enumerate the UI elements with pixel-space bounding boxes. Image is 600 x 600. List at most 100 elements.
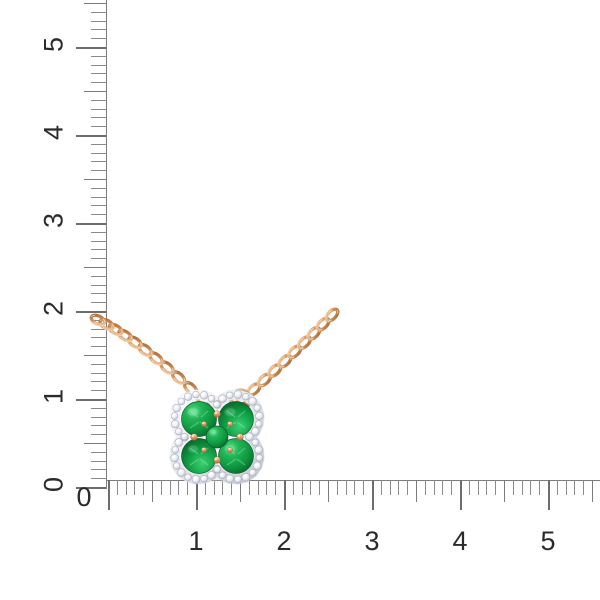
gold-prong (201, 421, 207, 427)
ruler-tick-major (76, 487, 106, 489)
ruler-tick-minor (398, 480, 400, 495)
pave-diamond-sparkle (214, 402, 217, 405)
horizontal-ruler-label-2: 2 (276, 526, 292, 556)
ruler-tick-major (76, 135, 106, 137)
pave-diamond-sparkle (179, 470, 182, 473)
ruler-tick-minor (574, 480, 576, 495)
pave-diamond (192, 390, 200, 399)
ruler-tick-minor (240, 480, 242, 502)
ruler-tick-minor (539, 480, 541, 495)
ruler-tick-minor (91, 214, 106, 216)
ruler-tick-minor (469, 480, 471, 495)
ruler-tick-minor (91, 381, 106, 383)
ruler-tick-minor (478, 480, 480, 495)
pave-diamond-sparkle (250, 399, 253, 402)
ruler-tick-minor (91, 126, 106, 128)
pave-diamond-sparkle (214, 467, 217, 470)
ruler-tick-minor (91, 337, 106, 339)
pave-diamond-sparkle (209, 473, 212, 476)
chain-link (195, 392, 211, 408)
ruler-tick-minor (91, 276, 106, 278)
pave-diamond-sparkle (215, 467, 218, 470)
ruler-tick-minor (84, 443, 106, 445)
ruler-tick-major (548, 480, 550, 510)
pave-diamond (255, 411, 264, 421)
ruler-tick-minor (84, 355, 106, 357)
ruler-tick-minor (84, 3, 106, 5)
pave-diamond-sparkle (257, 455, 260, 458)
pave-diamond-sparkle (185, 475, 189, 478)
ruler-tick-minor (152, 480, 154, 502)
chain-link (324, 307, 340, 323)
vertical-ruler-label-2: 2 (38, 300, 69, 317)
pave-diamond (170, 412, 179, 420)
pave-diamond-sparkle (173, 447, 176, 450)
ruler-tick-minor (91, 408, 106, 410)
pave-diamond (251, 438, 260, 447)
ruler-tick-minor (302, 480, 304, 495)
ruler-origin-label: 0 (76, 482, 92, 512)
ruler-tick-major (460, 480, 462, 510)
pave-diamond (242, 393, 250, 401)
ruler-tick-minor (214, 480, 216, 495)
pave-diamond-sparkle (209, 396, 212, 399)
chain-link (170, 370, 187, 385)
ruler-tick-minor (91, 258, 106, 260)
vertical-ruler-label-3: 3 (38, 212, 69, 229)
ruler-tick-minor (451, 480, 453, 495)
ruler-tick-minor (407, 480, 409, 495)
pave-diamond-sparkle (257, 413, 260, 416)
ruler-tick-minor (416, 480, 418, 502)
pave-diamond-sparkle (235, 392, 238, 395)
pave-diamond-sparkle (201, 476, 205, 479)
pave-diamond-halo (169, 389, 265, 485)
ruler-tick-minor (583, 480, 585, 495)
gold-prongs (188, 408, 246, 466)
pave-diamond-sparkle (176, 440, 179, 443)
pave-diamond-sparkle (247, 434, 250, 437)
pave-diamond (248, 397, 257, 406)
pave-diamond (213, 465, 222, 474)
ruler-tick-minor (91, 56, 106, 58)
ruler-tick-minor (143, 480, 145, 495)
ruler-tick-major (76, 47, 106, 49)
emerald-top-right (218, 401, 254, 437)
pave-diamond-sparkle (215, 402, 218, 405)
ruler-tick-major (76, 399, 106, 401)
ruler-tick-minor (91, 73, 106, 75)
gem-facets (189, 410, 246, 466)
pave-diamond (170, 453, 179, 463)
gold-prong-highlight (202, 448, 205, 451)
ruler-tick-minor (354, 480, 356, 495)
vertical-ruler-label-1: 1 (38, 388, 69, 405)
ruler-tick-major (108, 480, 110, 510)
chain-link-highlight (316, 317, 330, 331)
ruler-tick-minor (91, 293, 106, 295)
pave-diamond-sparkle (185, 394, 189, 397)
ruler-tick-minor (337, 480, 339, 495)
pave-diamond-sparkle (182, 435, 185, 438)
pave-diamond-sparkle (253, 440, 256, 443)
pave-diamond-sparkle (182, 434, 185, 437)
ruler-tick-minor (346, 480, 348, 495)
ruler-tick-minor (495, 480, 497, 495)
gold-prong-highlight (191, 434, 195, 438)
pave-diamond (177, 397, 186, 406)
ruler-tick-minor (442, 480, 444, 495)
chain-link (148, 351, 164, 366)
ruler-tick-minor (134, 480, 136, 495)
ruler-tick-minor (566, 480, 568, 495)
ruler-tick-minor (91, 65, 106, 67)
pave-diamond-sparkle (220, 473, 223, 476)
ruler-tick-minor (390, 480, 392, 495)
ruler-tick-minor (91, 302, 106, 304)
ruler-tick-minor (91, 249, 106, 251)
ruler-tick-minor (91, 12, 106, 14)
chain-link (117, 328, 134, 343)
ruler-tick-minor (434, 480, 436, 495)
pave-diamond-sparkle (243, 394, 246, 397)
pave-diamond (174, 438, 183, 447)
ruler-tick-minor (91, 364, 106, 366)
ruler-tick-minor (178, 480, 180, 495)
